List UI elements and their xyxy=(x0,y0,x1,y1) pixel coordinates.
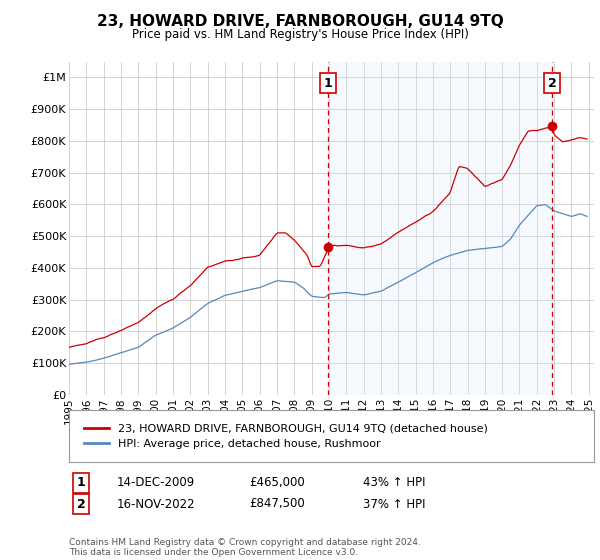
Text: 2: 2 xyxy=(548,77,556,90)
Text: 1: 1 xyxy=(77,476,85,489)
Text: 43% ↑ HPI: 43% ↑ HPI xyxy=(363,476,425,489)
Text: Price paid vs. HM Land Registry's House Price Index (HPI): Price paid vs. HM Land Registry's House … xyxy=(131,28,469,41)
Legend: 23, HOWARD DRIVE, FARNBOROUGH, GU14 9TQ (detached house), HPI: Average price, de: 23, HOWARD DRIVE, FARNBOROUGH, GU14 9TQ … xyxy=(80,419,492,454)
Text: 16-NOV-2022: 16-NOV-2022 xyxy=(117,497,196,511)
Text: 1: 1 xyxy=(324,77,332,90)
Text: £847,500: £847,500 xyxy=(249,497,305,511)
Text: 2: 2 xyxy=(77,497,85,511)
Text: 23, HOWARD DRIVE, FARNBOROUGH, GU14 9TQ: 23, HOWARD DRIVE, FARNBOROUGH, GU14 9TQ xyxy=(97,14,503,29)
Text: 37% ↑ HPI: 37% ↑ HPI xyxy=(363,497,425,511)
Text: Contains HM Land Registry data © Crown copyright and database right 2024.
This d: Contains HM Land Registry data © Crown c… xyxy=(69,538,421,557)
Text: £465,000: £465,000 xyxy=(249,476,305,489)
Bar xyxy=(328,62,552,395)
Text: 14-DEC-2009: 14-DEC-2009 xyxy=(117,476,195,489)
